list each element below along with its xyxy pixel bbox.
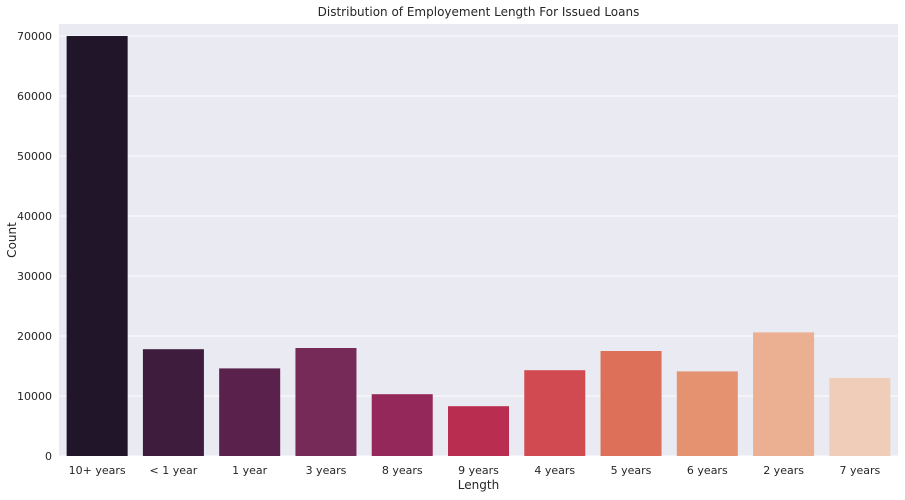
x-tick-label: 6 years bbox=[687, 464, 728, 477]
x-tick-label: 9 years bbox=[458, 464, 499, 477]
y-tick-label: 0 bbox=[45, 450, 52, 463]
bar bbox=[676, 371, 738, 456]
bar bbox=[295, 348, 357, 456]
y-tick-label: 20000 bbox=[17, 330, 52, 343]
bar bbox=[219, 368, 281, 456]
chart-title: Distribution of Employement Length For I… bbox=[318, 5, 640, 19]
y-tick-labels: 0 10000 20000 30000 40000 50000 60000 70000 bbox=[17, 30, 52, 463]
y-tick-label: 30000 bbox=[17, 270, 52, 283]
bar bbox=[66, 36, 128, 456]
bar bbox=[142, 349, 204, 456]
x-tick-label: < 1 year bbox=[150, 464, 198, 477]
y-tick-label: 70000 bbox=[17, 30, 52, 43]
x-tick-label: 1 year bbox=[232, 464, 268, 477]
y-tick-label: 60000 bbox=[17, 90, 52, 103]
bar bbox=[753, 332, 815, 456]
x-tick-label: 5 years bbox=[611, 464, 652, 477]
y-tick-label: 50000 bbox=[17, 150, 52, 163]
y-tick-label: 40000 bbox=[17, 210, 52, 223]
bar bbox=[829, 378, 891, 456]
bar bbox=[600, 351, 662, 456]
y-tick-label: 10000 bbox=[17, 390, 52, 403]
bar bbox=[447, 406, 510, 456]
x-tick-label: 8 years bbox=[382, 464, 423, 477]
bar bbox=[524, 370, 586, 456]
x-tick-label: 3 years bbox=[306, 464, 347, 477]
bars bbox=[66, 36, 891, 456]
y-axis-label: Count bbox=[5, 222, 19, 258]
bar bbox=[371, 394, 433, 456]
x-tick-labels: 10+ years < 1 year 1 year 3 years 8 years 9 y… bbox=[69, 464, 881, 477]
x-tick-label: 4 years bbox=[534, 464, 575, 477]
x-tick-label: 2 years bbox=[763, 464, 804, 477]
x-tick-label: 10+ years bbox=[69, 464, 126, 477]
x-tick-label: 7 years bbox=[839, 464, 880, 477]
x-axis-label: Length bbox=[458, 478, 499, 492]
